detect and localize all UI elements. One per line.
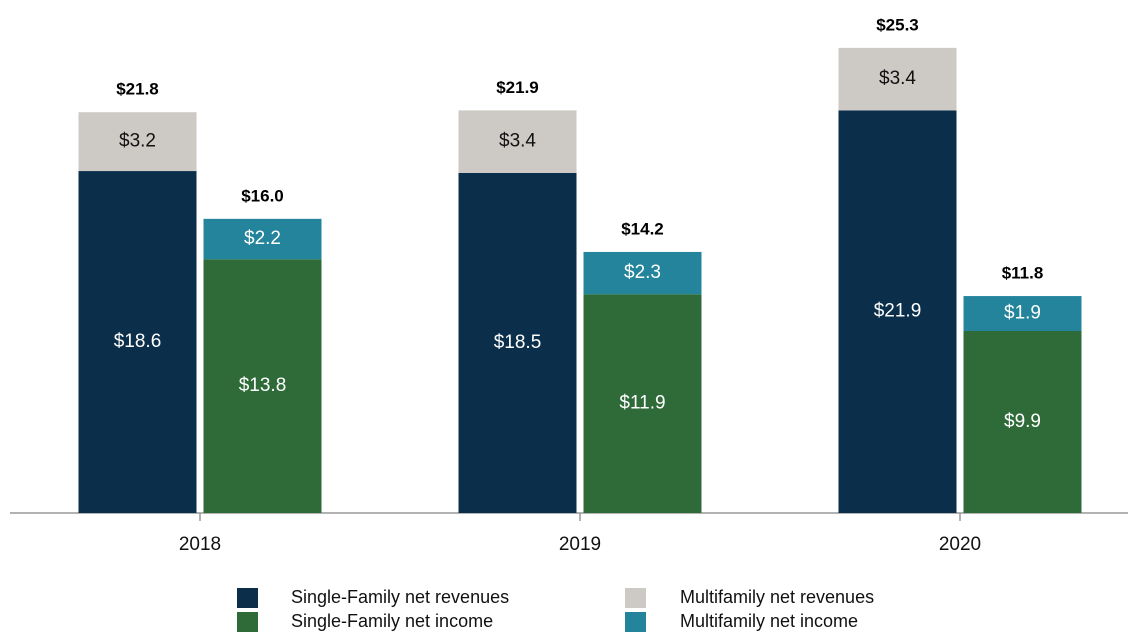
value-label: $1.9 bbox=[1004, 303, 1041, 324]
bar-segment bbox=[78, 171, 197, 514]
total-label: $21.8 bbox=[116, 80, 159, 99]
value-label: $18.5 bbox=[494, 332, 542, 353]
legend-swatch bbox=[237, 588, 258, 608]
legend-label: Single-Family net revenues bbox=[291, 587, 509, 607]
x-tick-label: 2018 bbox=[179, 534, 221, 555]
value-label: $2.2 bbox=[244, 228, 281, 249]
total-label: $25.3 bbox=[876, 15, 919, 34]
legend-swatch bbox=[237, 612, 258, 632]
bar-segment bbox=[963, 330, 1082, 513]
bar-segment bbox=[203, 259, 322, 513]
value-label: $11.9 bbox=[619, 393, 665, 414]
value-label: $2.3 bbox=[624, 262, 661, 283]
total-label: $14.2 bbox=[621, 219, 664, 238]
bar-segment bbox=[838, 47, 957, 111]
bar-segment bbox=[838, 110, 957, 513]
value-label: $13.8 bbox=[239, 375, 287, 396]
bar-segment bbox=[78, 112, 197, 172]
total-label: $16.0 bbox=[241, 186, 284, 205]
total-label: $21.9 bbox=[496, 78, 539, 97]
legend-swatch bbox=[625, 612, 646, 632]
x-tick-label: 2020 bbox=[939, 534, 981, 555]
legend-label: Multifamily net income bbox=[680, 611, 858, 631]
value-label: $18.6 bbox=[114, 331, 162, 352]
legend-label: Single-Family net income bbox=[291, 611, 493, 631]
bar-segment bbox=[203, 218, 322, 260]
legend-label: Multifamily net revenues bbox=[680, 587, 874, 607]
legend-swatch bbox=[625, 588, 646, 608]
bar-segment bbox=[458, 110, 577, 173]
bar-segment bbox=[963, 296, 1082, 331]
value-label: $3.4 bbox=[879, 68, 916, 89]
x-tick-label: 2019 bbox=[559, 534, 601, 555]
bar-segment bbox=[583, 251, 702, 295]
total-label: $11.8 bbox=[1002, 264, 1044, 283]
value-label: $3.2 bbox=[119, 131, 156, 152]
value-label: $21.9 bbox=[874, 301, 922, 322]
value-label: $3.4 bbox=[499, 131, 536, 152]
value-label: $9.9 bbox=[1004, 411, 1041, 432]
bar-segment bbox=[583, 294, 702, 513]
bar-segment bbox=[458, 172, 577, 513]
